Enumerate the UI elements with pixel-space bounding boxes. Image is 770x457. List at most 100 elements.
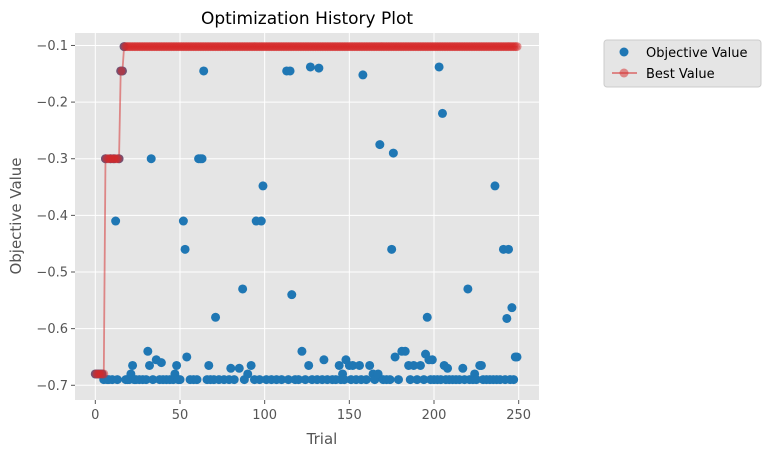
objective-point bbox=[365, 360, 375, 370]
y-tick-label: −0.7 bbox=[36, 379, 68, 394]
best-value-point bbox=[512, 42, 522, 52]
objective-point bbox=[192, 375, 202, 385]
objective-point bbox=[304, 360, 314, 370]
x-axis-ticks: 0 50 100 150 200 250 bbox=[91, 400, 531, 423]
objective-point bbox=[305, 62, 315, 72]
objective-point bbox=[226, 363, 236, 373]
objective-value-series bbox=[90, 42, 522, 385]
objective-point bbox=[388, 148, 398, 158]
x-axis-label: Trial bbox=[306, 430, 338, 448]
x-tick-label: 250 bbox=[506, 408, 531, 423]
objective-point bbox=[234, 363, 244, 373]
best-value-point bbox=[117, 66, 127, 76]
objective-point bbox=[393, 375, 403, 385]
objective-point bbox=[229, 375, 239, 385]
y-tick-label: −0.4 bbox=[36, 209, 68, 224]
x-tick-label: 0 bbox=[91, 408, 99, 423]
objective-point bbox=[502, 313, 512, 323]
best-value-markers bbox=[90, 42, 522, 379]
objective-point bbox=[300, 375, 310, 385]
legend-best-label: Best Value bbox=[646, 67, 715, 82]
objective-point bbox=[422, 312, 432, 322]
objective-point bbox=[314, 63, 324, 73]
objective-point bbox=[319, 355, 329, 365]
chart-title: Optimization History Plot bbox=[201, 9, 413, 29]
objective-point bbox=[258, 181, 268, 191]
y-tick-label: −0.3 bbox=[36, 152, 68, 167]
objective-point bbox=[197, 154, 207, 164]
objective-point bbox=[415, 360, 425, 370]
x-tick-label: 200 bbox=[422, 408, 447, 423]
objective-point bbox=[178, 216, 188, 226]
objective-point bbox=[246, 360, 256, 370]
objective-point bbox=[243, 369, 253, 379]
objective-point bbox=[334, 360, 344, 370]
objective-point bbox=[348, 360, 358, 370]
objective-point bbox=[507, 303, 517, 313]
plot-area bbox=[75, 33, 539, 400]
objective-point bbox=[238, 284, 248, 294]
objective-point bbox=[156, 358, 166, 368]
best-value-point bbox=[99, 369, 109, 379]
x-tick-label: 100 bbox=[252, 408, 277, 423]
y-tick-label: −0.2 bbox=[36, 96, 68, 111]
objective-point bbox=[112, 375, 122, 385]
objective-point bbox=[148, 375, 158, 385]
objective-point bbox=[409, 360, 419, 370]
objective-point bbox=[434, 62, 444, 72]
objective-point bbox=[146, 154, 156, 164]
objective-point bbox=[419, 375, 429, 385]
best-value-point bbox=[114, 154, 124, 164]
objective-point bbox=[427, 355, 437, 365]
objective-point bbox=[145, 360, 155, 370]
objective-point bbox=[390, 352, 400, 362]
objective-point bbox=[294, 375, 304, 385]
objective-point bbox=[361, 375, 371, 385]
objective-point bbox=[297, 346, 307, 356]
objective-point bbox=[255, 375, 265, 385]
objective-point bbox=[458, 363, 468, 373]
objective-point bbox=[504, 244, 514, 254]
objective-point bbox=[509, 375, 519, 385]
objective-point bbox=[405, 375, 415, 385]
objective-point bbox=[385, 375, 395, 385]
objective-point bbox=[355, 360, 364, 370]
objective-point bbox=[490, 181, 500, 191]
legend-objective-label: Objective Value bbox=[646, 46, 747, 61]
objective-point bbox=[437, 108, 447, 118]
objective-point bbox=[512, 352, 522, 362]
objective-point bbox=[172, 360, 182, 370]
objective-point bbox=[285, 66, 295, 76]
objective-point bbox=[400, 346, 410, 356]
y-tick-label: −0.5 bbox=[36, 266, 68, 281]
objective-point bbox=[412, 375, 422, 385]
objective-point bbox=[141, 375, 151, 385]
objective-point bbox=[443, 363, 453, 373]
objective-point bbox=[204, 360, 214, 370]
objective-point bbox=[199, 66, 209, 76]
objective-point bbox=[463, 284, 473, 294]
grid-lines bbox=[75, 33, 539, 400]
legend: Objective Value Best Value bbox=[603, 39, 762, 88]
y-tick-label: −0.6 bbox=[36, 322, 68, 337]
legend-objective-marker bbox=[619, 47, 629, 57]
objective-point bbox=[256, 216, 266, 226]
objective-point bbox=[180, 244, 190, 254]
objective-point bbox=[211, 312, 221, 322]
objective-point bbox=[387, 244, 397, 254]
x-tick-label: 150 bbox=[337, 408, 362, 423]
objective-point bbox=[182, 352, 192, 362]
objective-point bbox=[175, 375, 185, 385]
objective-point bbox=[471, 375, 481, 385]
objective-point bbox=[111, 216, 121, 226]
objective-point bbox=[287, 290, 297, 300]
legend-box bbox=[603, 39, 762, 88]
legend-best-marker bbox=[619, 68, 629, 78]
y-axis-label: Objective Value bbox=[7, 157, 25, 274]
objective-point bbox=[128, 360, 138, 370]
objective-point bbox=[277, 375, 287, 385]
objective-point bbox=[375, 140, 385, 150]
objective-point bbox=[339, 375, 349, 385]
y-tick-label: −0.1 bbox=[36, 39, 68, 54]
